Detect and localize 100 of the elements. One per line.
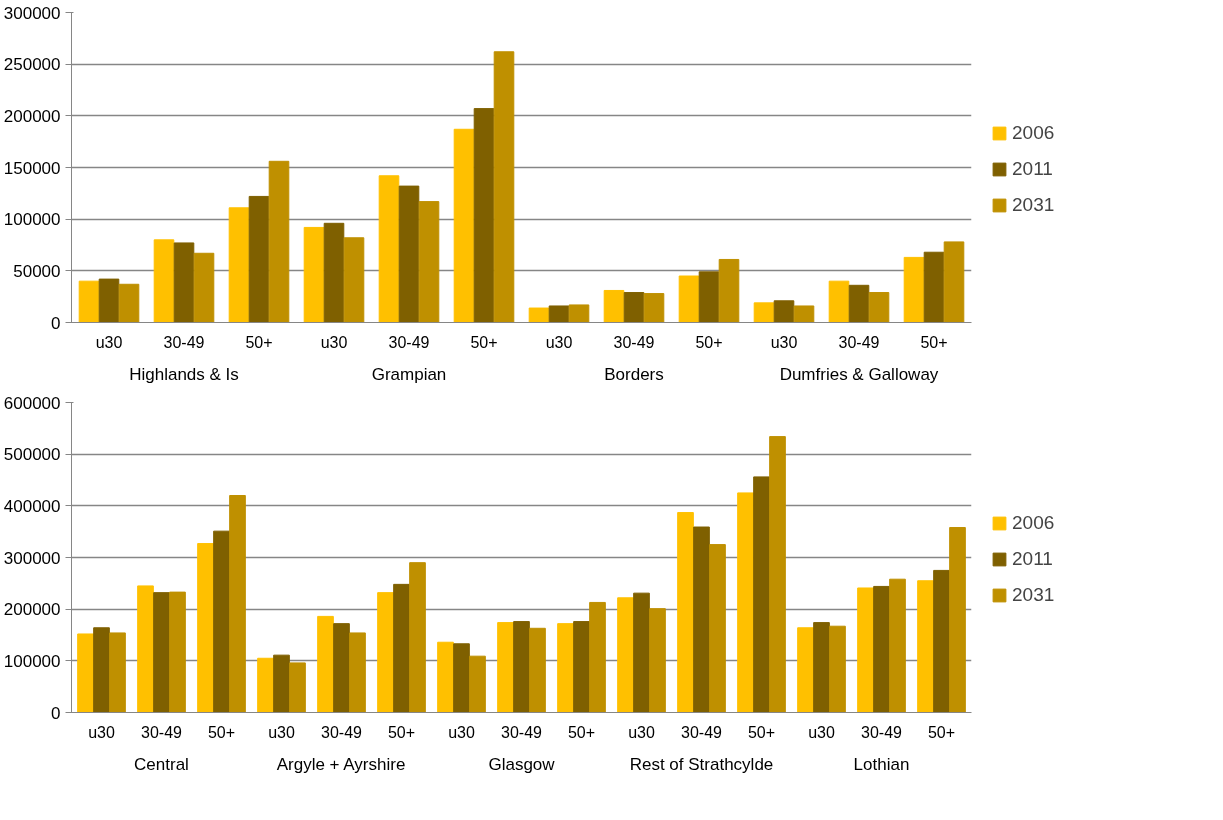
bar: [193, 252, 215, 323]
bar: [137, 585, 154, 713]
bar: [289, 662, 306, 713]
y-tick-label: 100000: [3, 210, 61, 230]
bar: [633, 592, 650, 713]
bar: [78, 280, 100, 323]
bar: [437, 641, 454, 713]
x-tick-label: 50+: [920, 333, 948, 351]
bar: [173, 242, 195, 323]
x-tick-label: 50+: [927, 723, 956, 741]
x-tick-label: 30-49: [681, 723, 723, 741]
bar: [753, 476, 770, 713]
bar: [573, 621, 590, 713]
text: Rest of Strathcylde: [629, 754, 774, 774]
bar: [797, 627, 814, 713]
bar: [93, 627, 110, 713]
bar: [793, 305, 815, 323]
y-tick-label: 400000: [3, 496, 61, 516]
y-tick-label: 200000: [3, 600, 61, 620]
bar: [493, 51, 515, 323]
legend-label: 2006: [1012, 122, 1055, 144]
y-tick-label: 250000: [3, 55, 61, 75]
bar: [197, 543, 214, 713]
y-tick-label: 200000: [3, 106, 61, 126]
bar: [248, 195, 270, 323]
bar: [698, 271, 720, 323]
x-tick-label: 30-49: [861, 723, 903, 741]
x-tick-label: 30-49: [388, 333, 430, 351]
bar: [333, 623, 350, 713]
bar: [317, 615, 334, 713]
y-tick-label: 0: [51, 313, 61, 333]
x-tick-label: 30-49: [838, 333, 880, 351]
text: Central: [134, 754, 189, 774]
bar: [548, 305, 570, 323]
legend-label: 2006: [1012, 512, 1055, 534]
bar: [943, 241, 965, 323]
bar: [153, 239, 175, 323]
x-tick-label: u30: [268, 723, 295, 741]
bar: [257, 657, 274, 713]
text: Glasgow: [488, 754, 556, 774]
bar: [623, 292, 645, 323]
x-tick-label: 50+: [747, 723, 776, 741]
bar: [643, 293, 665, 323]
bar: [923, 251, 945, 323]
legend-label: 2031: [1012, 584, 1055, 606]
x-tick-label: 30-49: [321, 723, 363, 741]
text: Argyle + Ayrshire: [276, 754, 406, 774]
bar: [98, 278, 120, 323]
bar: [568, 304, 590, 323]
bar: [228, 207, 250, 323]
x-tick-label: u30: [545, 333, 573, 351]
bar: [273, 654, 290, 713]
bar: [949, 527, 966, 713]
bar: [377, 592, 394, 713]
x-tick-label: 50+: [245, 333, 273, 351]
x-tick-label: 50+: [567, 723, 596, 741]
y-tick-label: 0: [51, 703, 61, 723]
bar: [873, 585, 890, 713]
bar: [513, 621, 530, 713]
x-tick-label: u30: [95, 333, 123, 351]
x-tick-label: 50+: [695, 333, 723, 351]
bar: [773, 300, 795, 323]
bar: [169, 591, 186, 713]
bar: [118, 283, 140, 323]
text: Dumfries & Galloway: [779, 364, 939, 384]
x-tick-label: 30-49: [613, 333, 655, 351]
bar: [769, 436, 786, 713]
bar: [737, 492, 754, 713]
bar: [693, 526, 710, 713]
bar: [213, 530, 230, 713]
bar: [848, 284, 870, 323]
y-tick-label: 300000: [3, 3, 61, 23]
bar: [557, 623, 574, 713]
bar: [829, 625, 846, 713]
bar: [349, 632, 366, 713]
bar: [868, 292, 890, 323]
bar: [229, 495, 246, 713]
x-tick-label: 30-49: [141, 723, 183, 741]
bar: [453, 128, 475, 323]
bar: [649, 608, 666, 713]
x-tick-label: u30: [448, 723, 475, 741]
bar: [109, 632, 126, 713]
bar: [268, 160, 290, 323]
bar: [889, 578, 906, 713]
bar: [828, 280, 850, 323]
text: Borders: [604, 364, 664, 384]
x-tick-label: u30: [320, 333, 348, 351]
bar: [303, 226, 325, 323]
text: Grampian: [371, 364, 447, 384]
bar: [473, 108, 495, 323]
bar: [418, 201, 440, 323]
x-tick-label: 50+: [207, 723, 236, 741]
bar: [753, 302, 775, 323]
bar: [528, 307, 550, 323]
bar: [343, 237, 365, 323]
bar: [453, 643, 470, 713]
bar: [813, 622, 830, 713]
x-tick-label: u30: [770, 333, 798, 351]
bar: [323, 222, 345, 323]
legend-label: 2011: [1012, 548, 1053, 570]
